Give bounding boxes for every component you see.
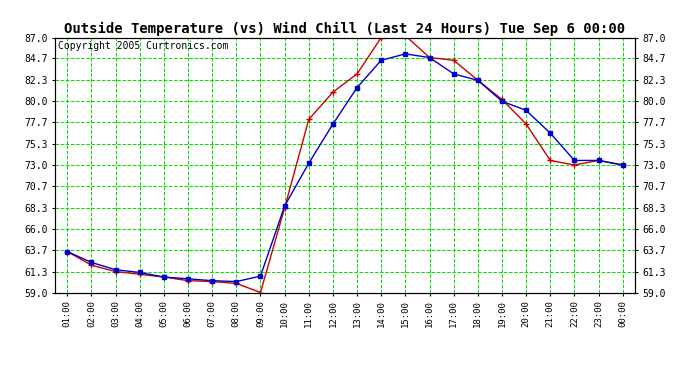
Text: Copyright 2005 Curtronics.com: Copyright 2005 Curtronics.com bbox=[58, 41, 228, 51]
Title: Outside Temperature (vs) Wind Chill (Last 24 Hours) Tue Sep 6 00:00: Outside Temperature (vs) Wind Chill (Las… bbox=[64, 22, 626, 36]
